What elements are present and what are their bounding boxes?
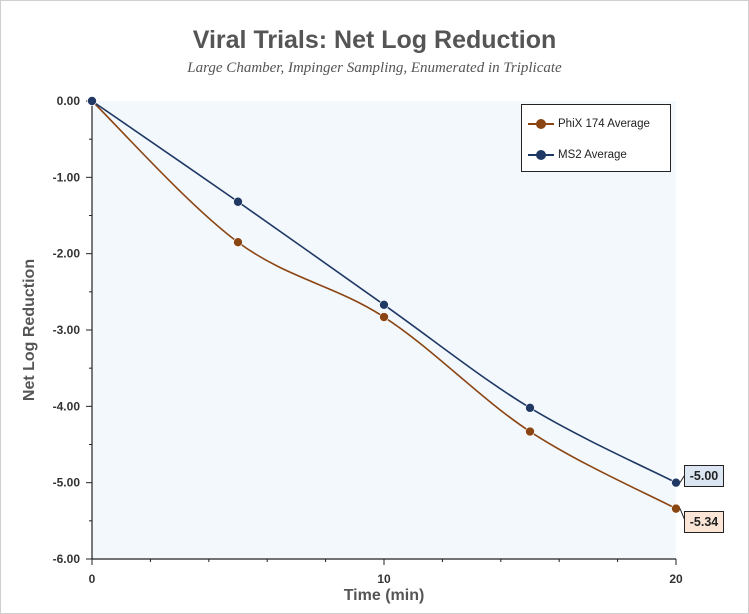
- data-point-0: [233, 237, 243, 248]
- chart-title: Viral Trials: Net Log Reduction: [192, 26, 557, 54]
- chart-legend: PhiX 174 Average MS2 Average: [521, 104, 671, 172]
- x-axis-label: Time (min): [344, 587, 425, 604]
- data-point-1: [233, 196, 243, 207]
- data-point-1: [671, 477, 681, 488]
- y-tick-label: -1.00: [53, 170, 81, 184]
- legend-label-phix: PhiX 174 Average: [558, 118, 650, 130]
- plot-background: [92, 101, 676, 559]
- x-tick-label: 10: [377, 572, 391, 586]
- chart-subtitle: Large Chamber, Impinger Sampling, Enumer…: [187, 60, 562, 76]
- x-tick-label: 20: [669, 572, 683, 586]
- legend-swatch-phix: [528, 118, 554, 130]
- legend-swatch-ms2: [528, 149, 554, 161]
- data-point-0: [671, 503, 681, 514]
- y-tick-label: 0.00: [57, 94, 81, 108]
- y-tick-label: -4.00: [53, 399, 81, 413]
- y-tick-label: -2.00: [53, 247, 81, 261]
- legend-label-ms2: MS2 Average: [558, 149, 627, 161]
- end-label-phix: -5.34: [684, 510, 724, 533]
- data-point-1: [525, 403, 535, 413]
- legend-item-ms2: MS2 Average: [528, 147, 627, 163]
- data-point-1: [87, 96, 97, 106]
- x-tick-label: 0: [89, 572, 96, 586]
- data-point-1: [379, 300, 389, 310]
- data-point-0: [525, 426, 535, 437]
- y-tick-label: -5.00: [53, 476, 81, 490]
- y-axis-label: Net Log Reduction: [21, 259, 38, 401]
- legend-item-phix: PhiX 174 Average: [528, 116, 650, 132]
- data-point-0: [379, 312, 389, 322]
- end-label-ms2: -5.00: [684, 464, 724, 487]
- y-tick-label: -3.00: [53, 323, 81, 337]
- y-tick-label: -6.00: [53, 552, 81, 566]
